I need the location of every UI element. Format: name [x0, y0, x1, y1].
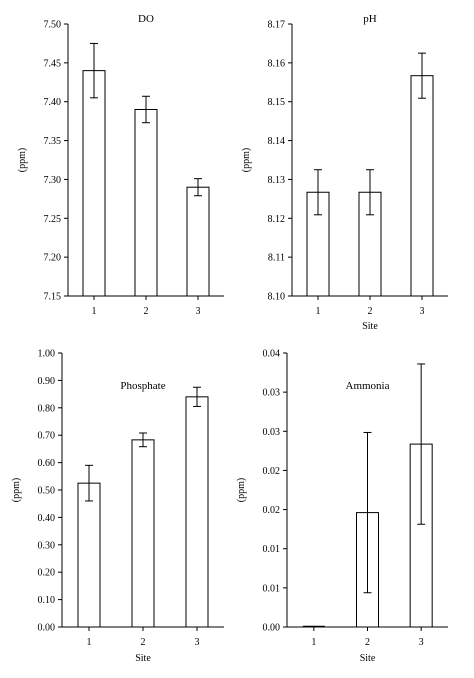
- y-tick-label: 8.17: [268, 20, 286, 31]
- x-axis-label: Site: [360, 653, 376, 664]
- x-tick-label: 3: [419, 637, 424, 648]
- x-axis-label: Site: [362, 321, 378, 332]
- y-tick-label: 8.11: [268, 253, 285, 264]
- chart-3: 0.00 0.10 0.20 0.30 0.40 0.50 0.60 0.70 0.80 0.90…: [11, 349, 224, 664]
- bar: [410, 75, 434, 297]
- y-tick-label: 8.12: [268, 214, 286, 225]
- y-tick-label: 8.10: [268, 292, 286, 303]
- x-axis-label: Site: [135, 653, 151, 664]
- chart-title: Ammonia: [346, 380, 390, 392]
- y-tick-label: 7.35: [44, 136, 62, 147]
- x-tick-label: 3: [196, 306, 201, 317]
- y-tick-label: 1.00: [38, 349, 56, 360]
- y-tick-label: 0.01: [263, 583, 281, 594]
- y-tick-label: 0.02: [263, 505, 281, 516]
- chart-4: 0.00 0.01 0.01 0.02 0.02 0.03 0.03 0.04 1 2 3 Ammon…: [236, 349, 448, 664]
- x-tick-label: 1: [316, 306, 321, 317]
- chart-title: Phosphate: [120, 380, 165, 392]
- y-tick-label: 0.90: [38, 376, 56, 387]
- chart-title: pH: [363, 13, 377, 25]
- y-tick-label: 0.20: [38, 568, 56, 579]
- y-tick-label: 7.40: [44, 97, 62, 108]
- y-tick-label: 0.40: [38, 513, 56, 524]
- y-tick-label: 0.00: [38, 623, 56, 634]
- y-tick-label: 0.01: [263, 544, 281, 555]
- bar: [131, 439, 155, 628]
- bar: [77, 482, 101, 628]
- y-axis-label: (ppm): [241, 148, 252, 172]
- y-tick-label: 7.25: [44, 214, 62, 225]
- y-tick-label: 7.20: [44, 253, 62, 264]
- y-axis-label: (ppm): [236, 478, 247, 502]
- chart-title: DO: [138, 13, 154, 25]
- y-tick-label: 0.04: [263, 349, 281, 360]
- bar: [82, 70, 106, 297]
- bar: [185, 396, 209, 628]
- bar: [134, 108, 158, 297]
- y-tick-label: 0.10: [38, 595, 56, 606]
- y-tick-label: 7.45: [44, 58, 62, 69]
- x-tick-label: 1: [311, 637, 316, 648]
- y-tick-label: 0.70: [38, 431, 56, 442]
- chart-2: 8.10 8.11 8.12 8.13 8.14 8.15 8.16 8.17 1 2 3 pH (pp…: [241, 13, 448, 332]
- y-tick-label: 0.03: [263, 388, 281, 399]
- bar: [186, 186, 210, 297]
- y-tick-label: 0.30: [38, 540, 56, 551]
- y-tick-label: 0.03: [263, 427, 281, 438]
- y-tick-label: 8.13: [268, 175, 286, 186]
- x-tick-label: 2: [368, 306, 373, 317]
- y-tick-label: 0.00: [263, 623, 281, 634]
- y-tick-label: 0.80: [38, 403, 56, 414]
- y-tick-label: 8.16: [268, 58, 286, 69]
- x-tick-label: 1: [92, 306, 97, 317]
- y-axis-label: (ppm): [11, 478, 22, 502]
- y-tick-label: 7.30: [44, 175, 62, 186]
- x-tick-label: 2: [144, 306, 149, 317]
- y-axis-label: (ppm): [17, 148, 28, 172]
- x-tick-label: 2: [365, 637, 370, 648]
- x-tick-label: 1: [87, 637, 92, 648]
- y-tick-label: 0.50: [38, 486, 56, 497]
- y-tick-label: 0.02: [263, 466, 281, 477]
- y-tick-label: 8.14: [268, 136, 286, 147]
- x-tick-label: 3: [195, 637, 200, 648]
- y-tick-label: 7.15: [44, 292, 62, 303]
- chart-1: 7.15 7.20 7.25 7.30 7.35 7.40 7.45 7.50 1 2 3 DO (pp…: [17, 13, 224, 317]
- y-tick-label: 0.60: [38, 458, 56, 469]
- y-tick-label: 7.50: [44, 20, 62, 31]
- x-tick-label: 2: [141, 637, 146, 648]
- x-tick-label: 3: [420, 306, 425, 317]
- y-tick-label: 8.15: [268, 97, 286, 108]
